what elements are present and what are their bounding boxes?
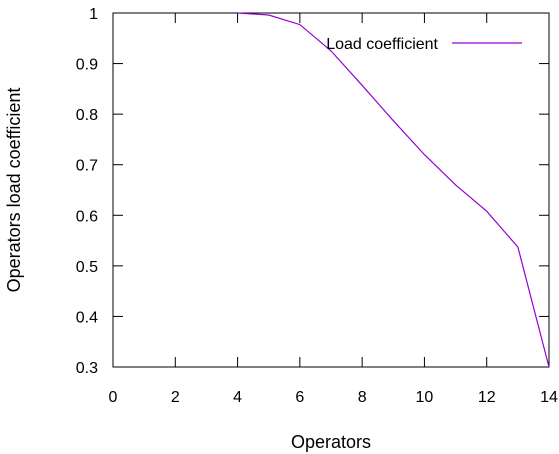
y-axis-ticks: 0.3 0.4 0.5 0.6 0.7 0.8 0.9 1 [76, 6, 549, 377]
x-tick-label: 2 [171, 389, 180, 406]
x-tick-label: 4 [233, 389, 242, 406]
y-axis-title: Operators load coefficient [4, 88, 24, 293]
series-layer [237, 12, 550, 368]
y-tick-label: 0.3 [76, 360, 98, 377]
x-tick-label: 8 [358, 389, 367, 406]
plot-border [112, 12, 550, 368]
y-tick-label: 0.5 [76, 259, 98, 276]
y-tick-label: 0.9 [76, 57, 98, 74]
y-tick-label: 0.8 [76, 107, 98, 124]
y-tick-label: 0.7 [76, 158, 98, 175]
x-tick-label: 10 [416, 389, 434, 406]
x-axis-title: Operators [291, 432, 371, 452]
x-tick-label: 12 [478, 389, 496, 406]
y-tick-label: 0.4 [76, 309, 98, 326]
x-tick-label: 14 [540, 389, 558, 406]
legend-label: Load coefficient [326, 36, 438, 53]
y-tick-label: 0.6 [76, 208, 98, 225]
x-tick-label: 0 [109, 389, 118, 406]
legend: Load coefficient [326, 36, 522, 53]
x-axis-ticks: 0 2 4 6 8 10 12 14 [109, 13, 558, 406]
x-tick-label: 6 [295, 389, 304, 406]
y-tick-label: 1 [89, 6, 98, 23]
series-line [237, 12, 550, 368]
plot-frame [112, 12, 550, 368]
